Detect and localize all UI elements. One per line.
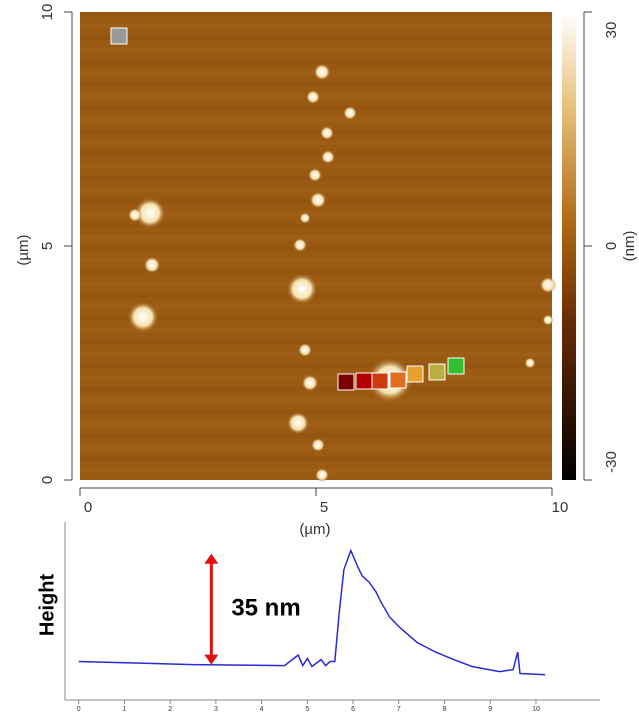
- scan-line: [80, 409, 552, 415]
- particle: [301, 374, 319, 392]
- scan-line: [80, 47, 552, 53]
- scan-line: [80, 35, 552, 41]
- scan-line: [80, 117, 552, 123]
- colorbar-tick-label: 30: [603, 22, 620, 39]
- particle: [315, 468, 329, 482]
- marker-square: [447, 357, 465, 375]
- particle: [311, 438, 325, 452]
- scan-line: [80, 222, 552, 228]
- scan-line: [80, 246, 552, 251]
- particle: [313, 63, 331, 81]
- particle: [306, 90, 320, 104]
- scan-line: [80, 339, 552, 345]
- scan-line: [80, 210, 552, 216]
- scan-line: [80, 304, 552, 310]
- x-tick-label: 0: [84, 499, 92, 516]
- x-tick-label: 5: [305, 706, 309, 713]
- marker-square: [110, 27, 128, 45]
- x-tick-label: 10: [552, 499, 569, 516]
- colorbar-label: (nm): [621, 231, 638, 262]
- y-tick-label: 0: [39, 476, 56, 484]
- particle: [286, 411, 310, 435]
- y-axis-label: (µm): [15, 234, 32, 265]
- particle: [524, 357, 536, 369]
- x-tick-label: 5: [320, 499, 328, 516]
- marker-square: [371, 372, 389, 390]
- x-axis-label: (µm): [299, 521, 330, 538]
- x-tick-label: 9: [488, 706, 492, 713]
- colorbar: [562, 12, 576, 480]
- scan-line: [80, 82, 552, 88]
- particle: [320, 126, 334, 140]
- scan-line: [80, 23, 552, 29]
- scan-line: [80, 58, 552, 64]
- scan-line: [80, 129, 552, 134]
- scan-line: [80, 234, 552, 240]
- y-axis-label: Height: [36, 574, 58, 637]
- y-tick-label: 10: [39, 4, 56, 21]
- particle: [127, 301, 159, 333]
- particle: [343, 106, 357, 120]
- annotation: 35 nm: [231, 595, 300, 622]
- scan-line: [80, 140, 552, 146]
- x-tick-label: 3: [214, 706, 218, 713]
- particle: [299, 212, 311, 224]
- particle: [309, 191, 327, 209]
- profile-line: [78, 548, 546, 676]
- particle: [539, 276, 557, 294]
- scan-line: [80, 468, 552, 474]
- x-tick-label: 6: [351, 706, 355, 713]
- marker-square: [337, 373, 355, 391]
- particle: [308, 168, 322, 182]
- scan-line: [80, 421, 552, 427]
- marker-square: [428, 363, 446, 381]
- marker-square: [389, 371, 407, 389]
- x-tick-label: 10: [532, 706, 540, 713]
- colorbar-tick-label: -30: [603, 451, 620, 473]
- x-tick-label: 7: [397, 706, 401, 713]
- particle: [293, 238, 307, 252]
- scan-line: [80, 105, 552, 111]
- scan-line: [80, 316, 552, 322]
- scan-line: [80, 456, 552, 462]
- marker-square: [355, 372, 373, 390]
- x-tick-label: 4: [260, 706, 264, 713]
- x-tick-label: 0: [77, 706, 81, 713]
- particle: [298, 343, 312, 357]
- scan-line: [80, 363, 552, 368]
- scan-line: [80, 152, 552, 158]
- scan-line: [80, 164, 552, 170]
- colorbar-tick-label: 0: [603, 242, 620, 250]
- scan-line: [80, 187, 552, 193]
- scan-line: [80, 327, 552, 333]
- scan-line: [80, 433, 552, 439]
- x-tick-label: 1: [122, 706, 126, 713]
- scan-line: [80, 257, 552, 263]
- y-tick-label: 5: [39, 242, 56, 250]
- particle: [134, 197, 166, 229]
- scan-line: [80, 351, 552, 357]
- scan-line: [80, 386, 552, 392]
- particle: [128, 208, 142, 222]
- marker-square: [406, 365, 424, 383]
- x-tick-label: 2: [168, 706, 172, 713]
- x-tick-label: 8: [443, 706, 447, 713]
- particle: [143, 256, 161, 274]
- particle: [321, 150, 335, 164]
- particle: [542, 314, 554, 326]
- particle: [286, 273, 318, 305]
- scan-line: [80, 12, 552, 17]
- scan-line: [80, 398, 552, 404]
- scan-line: [80, 269, 552, 275]
